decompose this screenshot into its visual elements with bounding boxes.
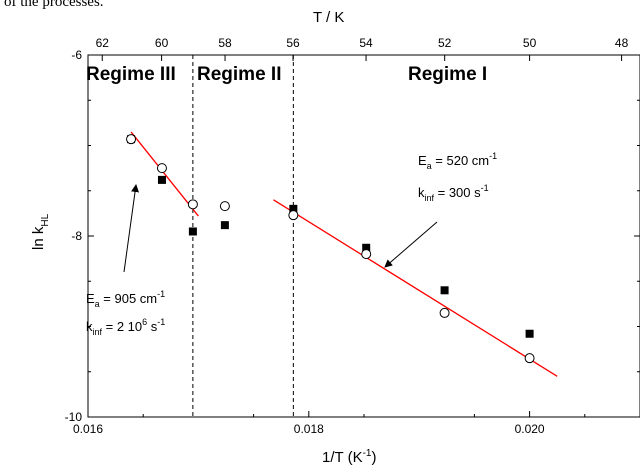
arrow-regime-iii [123,184,140,273]
ann-k2e6-rest2: s [147,319,158,334]
y-tick-label: -10 [65,410,83,424]
regime-label-ii: Regime II [197,64,281,85]
ann-ea520-sub: a [427,161,432,171]
y-axis-title: ln kHL [30,213,51,250]
ann-k2e6-sup2: -1 [157,317,165,327]
x-axis-title: 1/T (K-1) [322,448,376,466]
caption-fragment: of the processes. [4,0,104,10]
ann-ea905-sub: a [95,299,100,309]
ann-k2e6-sup: 6 [142,317,147,327]
filled-square-point [157,175,166,184]
regime-label-iii: Regime III [86,64,176,85]
open-circle-point [187,199,198,210]
ann-k300-main: k [418,185,425,200]
plot-frame [87,54,640,418]
ann-k2e6-rest: = 2 10 [102,319,142,334]
annotation-kinf-2e6: kinf = 2 106 s-1 [86,317,165,337]
ann-k300-sup: -1 [481,183,489,193]
top-axis-title: T / K [313,9,344,26]
top-tick-label: 62 [96,36,110,50]
x-axis-title-end: ) [371,449,376,466]
open-circle-point [524,353,535,364]
open-circle-point [126,134,137,145]
open-circle-point [288,210,299,221]
top-tick-label: 58 [218,36,232,50]
x-axis-title-main: 1/T (K [322,449,363,466]
fit-line [130,131,199,217]
ann-ea520-main: E [418,153,427,168]
ann-k300-rest: = 300 s [434,185,481,200]
filled-square-point [289,204,298,213]
ann-ea905-sup: -1 [157,289,165,299]
filled-square-point [525,329,534,338]
regime-label-i: Regime I [408,64,487,85]
annotation-ea-905: Ea = 905 cm-1 [86,289,165,309]
regime-dividers [192,55,294,417]
y-axis-title-sub: HL [40,213,51,226]
filled-square-point [188,227,197,236]
open-circle-point [156,163,167,174]
axis-ticks: 0.016 0.018 0.020 -10 -8 -6 62 60 58 56 54 52 50 48 [65,36,640,436]
filled-square-point [220,221,229,230]
filled-square-point [440,286,449,295]
ann-ea520-sup: -1 [489,151,497,161]
top-tick-label: 54 [359,36,373,50]
x-tick-label: 0.018 [294,422,324,436]
annotation-kinf-300: kinf = 300 s-1 [418,183,489,203]
top-tick-label: 50 [523,36,537,50]
top-tick-label: 60 [155,36,169,50]
x-tick-label: 0.020 [515,422,545,436]
open-circle-point [219,201,230,212]
ann-ea905-rest: = 905 cm [100,291,157,306]
arrow-regime-i [384,221,438,268]
y-tick-label: -6 [71,48,82,62]
ann-k300-sub: inf [425,193,435,203]
fit-line [273,199,558,377]
fit-lines [130,131,558,377]
x-axis-title-sup: -1 [363,448,372,459]
top-tick-label: 48 [615,36,629,50]
ann-k2e6-sub: inf [93,327,103,337]
open-circle-point [361,249,372,260]
y-axis-title-main: ln k [30,226,47,250]
open-circle-point [439,307,450,318]
x-tick-label: 0.016 [73,422,103,436]
top-tick-label: 56 [286,36,300,50]
annotation-ea-520: Ea = 520 cm-1 [418,151,497,171]
ann-ea520-rest: = 520 cm [432,153,489,168]
ann-ea905-main: E [86,291,95,306]
data-points [126,134,535,364]
filled-square-point [362,243,371,252]
ann-k2e6-main: k [86,319,93,334]
y-tick-label: -8 [71,229,82,243]
top-tick-label: 52 [438,36,452,50]
